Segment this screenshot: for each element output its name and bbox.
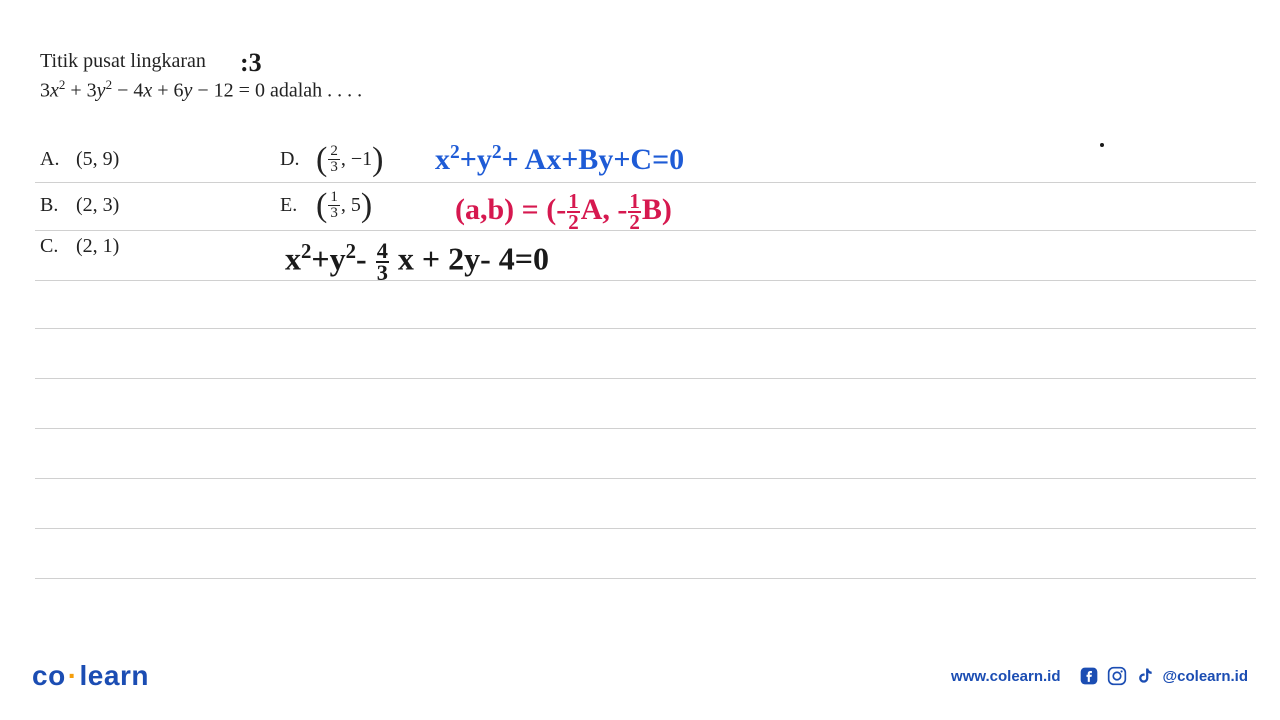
question-prompt-overlay: Titik pusat lingkaran [40,50,362,73]
option-e-value: ( 13 , 5 ) [316,189,372,223]
hand-red-center: (a,b) = (-12A, -12B) [455,192,672,232]
option-d: D. ( 23 , −1 ) [280,143,383,177]
option-c: C. (2, 1) [40,235,119,258]
ruled-line [35,528,1256,529]
ruled-line [35,428,1256,429]
hand-divide-3: :3 [240,48,262,78]
equation-overlay: 3x2 + 3y2 − 4x + 6y − 12 = 0 adalah . . … [40,77,362,103]
logo-dot: · [68,660,78,691]
instagram-icon [1107,666,1127,686]
footer-right: www.colearn.id @colearn.id [951,666,1248,686]
footer-url: www.colearn.id [951,668,1060,685]
footer: co·learn www.colearn.id @colearn.id [32,660,1248,692]
option-c-label: C. [40,235,62,258]
socials: @colearn.id [1079,666,1248,686]
option-e: E. ( 13 , 5 ) [280,189,372,223]
option-a: A. (5, 9) [40,143,200,177]
ruled-line [35,328,1256,329]
facebook-icon [1079,666,1099,686]
logo-left: co [32,660,66,691]
option-d-label: D. [280,148,302,171]
ruled-line [35,280,1256,281]
option-row-1: A. (5, 9) D. ( 23 , −1 ) [40,143,383,177]
hand-black-simplified: x2+y2- 43 x + 2y- 4=0 [285,240,549,283]
option-a-value: (5, 9) [76,148,119,171]
question-block: Titik pusat lingkaran 3xx2 + 3y2 − 4x + … [40,50,383,258]
brand-logo: co·learn [32,660,149,692]
option-b-value: (2, 3) [76,194,119,217]
option-row-2: B. (2, 3) E. ( 13 , 5 ) [40,189,383,223]
stray-dot [1100,143,1104,147]
page: Titik pusat lingkaran 3xx2 + 3y2 − 4x + … [0,0,1280,720]
tiktok-icon [1135,666,1155,686]
option-a-label: A. [40,148,62,171]
option-e-label: E. [280,194,302,217]
footer-handle: @colearn.id [1163,668,1248,685]
ruled-line [35,478,1256,479]
logo-right: learn [80,660,149,691]
option-d-value: ( 23 , −1 ) [316,143,383,177]
ruled-line [35,578,1256,579]
hand-blue-formula: x2+y2+ Ax+By+C=0 [435,142,684,177]
ruled-line [35,378,1256,379]
option-b: B. (2, 3) [40,189,200,223]
question-overlay: Titik pusat lingkaran 3x2 + 3y2 − 4x + 6… [40,50,372,111]
option-b-label: B. [40,194,62,217]
option-c-value: (2, 1) [76,235,119,258]
